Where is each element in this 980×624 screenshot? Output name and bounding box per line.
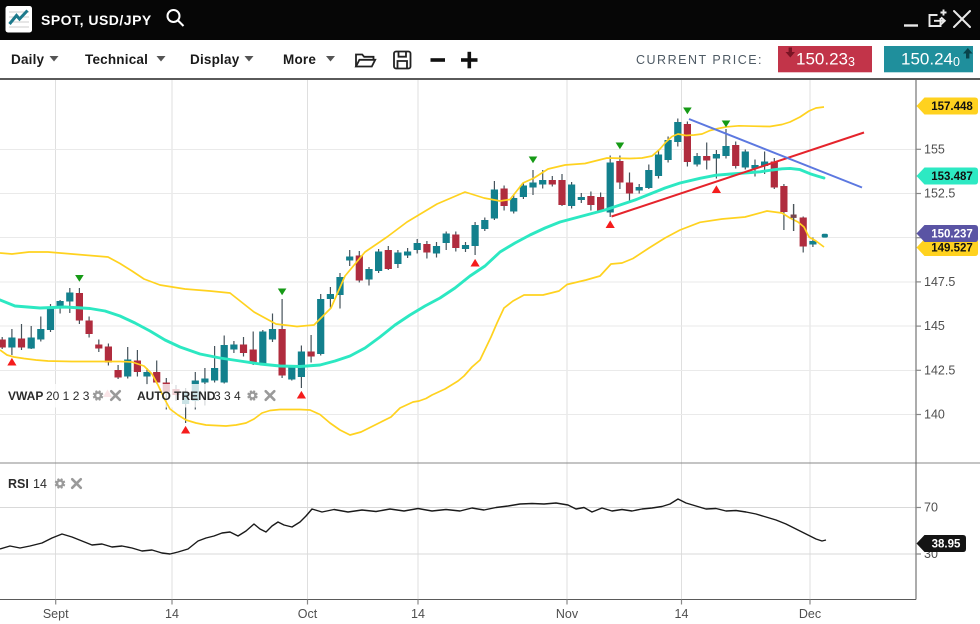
svg-text:149.527: 149.527 xyxy=(931,243,973,255)
svg-text:153.487: 153.487 xyxy=(931,171,973,183)
svg-text:150.233: 150.233 xyxy=(796,50,855,70)
svg-text:150.240: 150.240 xyxy=(901,50,960,70)
svg-text:145: 145 xyxy=(924,319,945,333)
svg-text:VWAP: VWAP xyxy=(8,389,43,403)
svg-text:14: 14 xyxy=(675,607,689,621)
svg-text:20 1 2 3: 20 1 2 3 xyxy=(46,389,90,403)
svg-text:Oct: Oct xyxy=(298,607,318,621)
svg-text:157.448: 157.448 xyxy=(931,101,973,113)
svg-text:142.5: 142.5 xyxy=(924,363,955,377)
svg-text:140: 140 xyxy=(924,408,945,422)
svg-text:RSI: RSI xyxy=(8,477,29,491)
svg-text:14: 14 xyxy=(411,607,425,621)
svg-text:14: 14 xyxy=(33,477,47,491)
svg-text:14: 14 xyxy=(165,607,179,621)
svg-text:3 3 4: 3 3 4 xyxy=(214,389,241,403)
svg-text:150.237: 150.237 xyxy=(931,229,973,241)
svg-text:AUTO TREND: AUTO TREND xyxy=(137,389,216,403)
svg-text:70: 70 xyxy=(924,501,938,515)
svg-text:155: 155 xyxy=(924,142,945,156)
svg-text:Nov: Nov xyxy=(556,607,579,621)
svg-text:Sept: Sept xyxy=(43,607,69,621)
svg-text:Dec: Dec xyxy=(799,607,821,621)
svg-text:152.5: 152.5 xyxy=(924,187,955,201)
svg-text:147.5: 147.5 xyxy=(924,275,955,289)
svg-text:38.95: 38.95 xyxy=(932,539,961,551)
